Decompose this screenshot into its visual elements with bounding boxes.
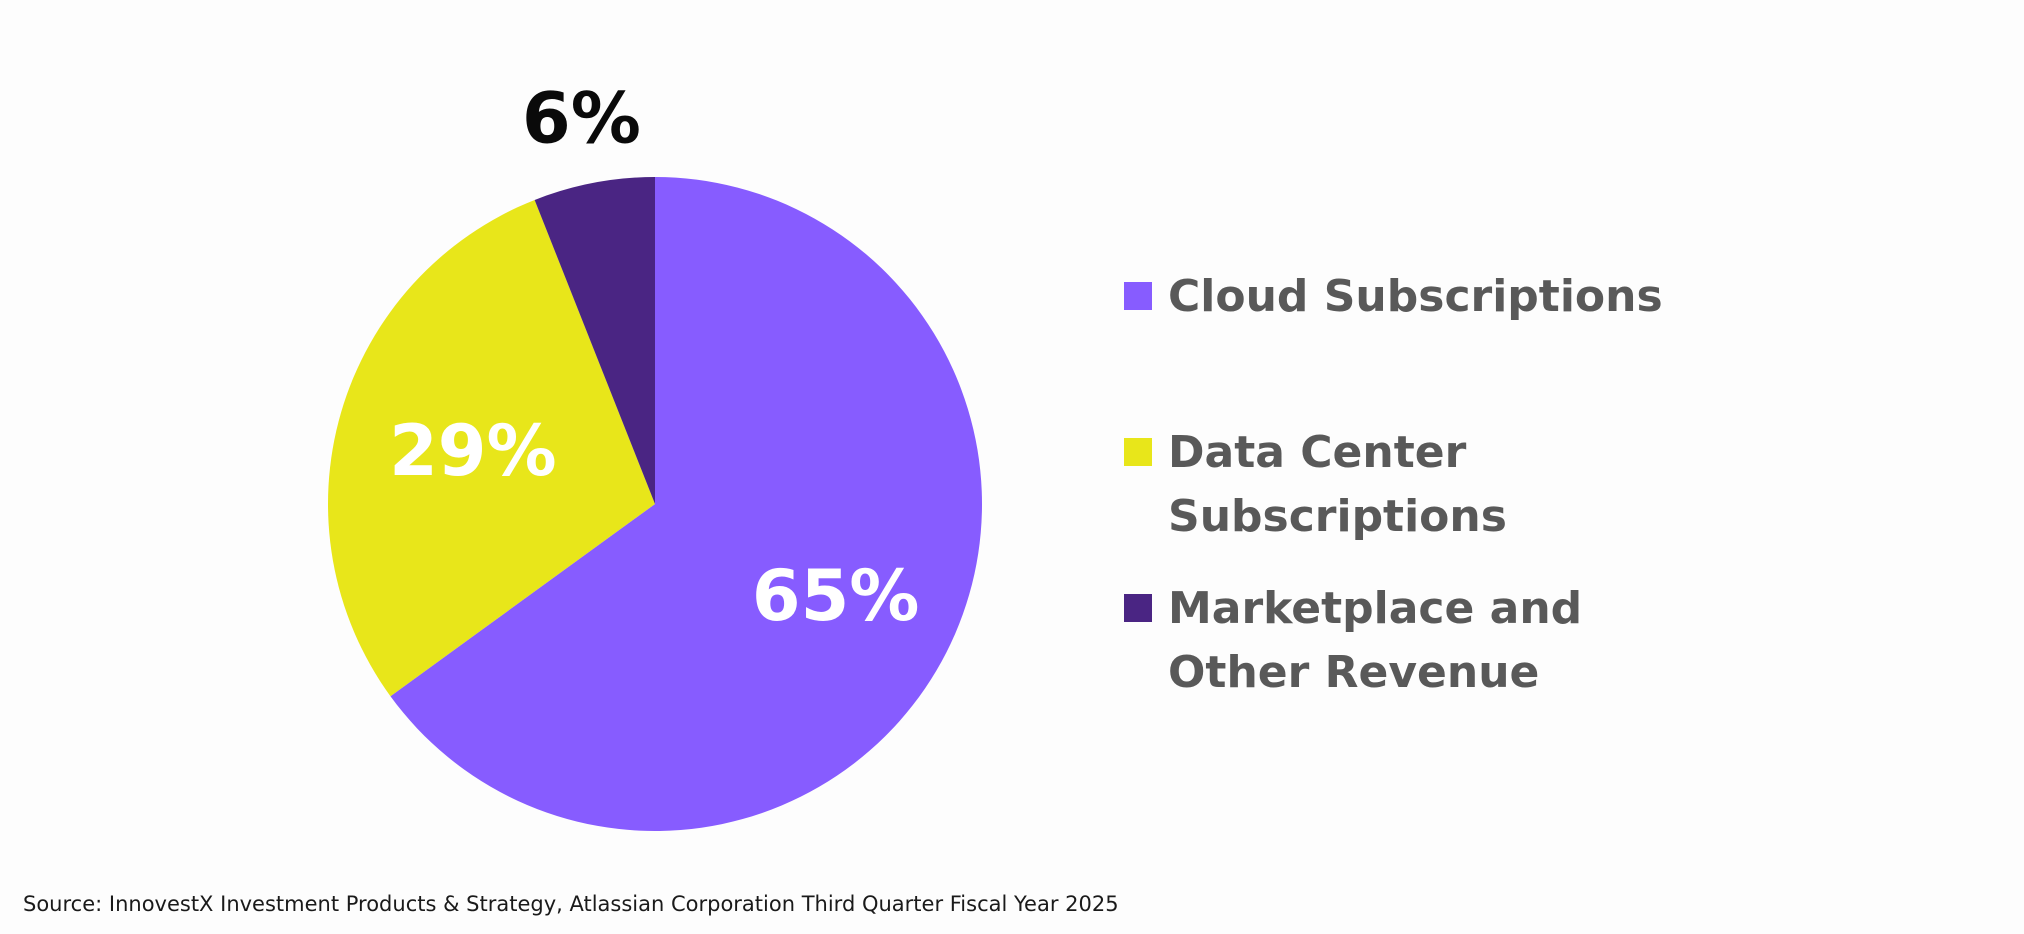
pie-slice-marketplace-and-other-revenue [534,177,655,504]
legend-swatch-cloud [1124,282,1152,310]
pie-slice-cloud-subscriptions [390,177,983,831]
pie-label-data-center-subscriptions: 29% [389,410,557,492]
pie-slice-data-center-subscriptions [328,199,655,697]
pie-label-cloud-subscriptions: 65% [752,555,920,637]
legend-label-cloud: Cloud Subscriptions [1168,271,1663,322]
source-note: Source: InnovestX Investment Products & … [23,892,1119,916]
legend-item-cloud-subscriptions: Cloud Subscriptions [1124,265,1728,329]
legend-label-marketplace: Marketplace and Other Revenue [1168,583,1583,698]
pie-label-marketplace-and-other-revenue: 6% [522,78,641,160]
legend-label-data-center: Data Center Subscriptions [1168,427,1507,542]
legend-swatch-marketplace [1124,594,1152,622]
legend-swatch-data-center [1124,438,1152,466]
legend-item-data-center-subscriptions: Data Center Subscriptions [1124,421,1728,549]
legend-item-marketplace-other: Marketplace and Other Revenue [1124,577,1728,705]
